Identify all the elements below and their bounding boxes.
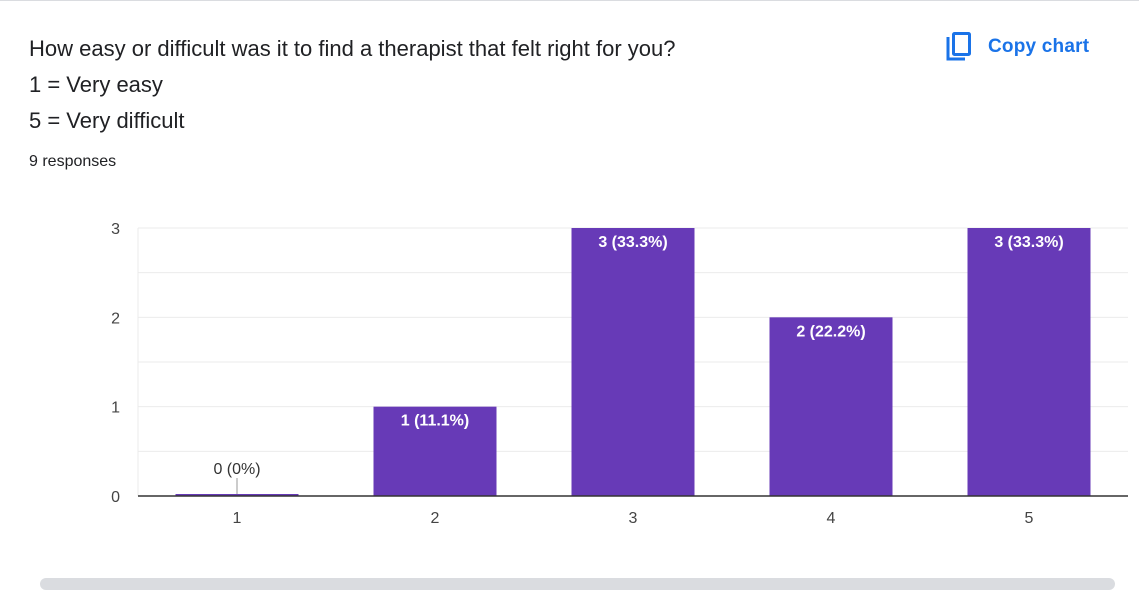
- x-tick-label: 2: [431, 510, 440, 527]
- x-tick-label: 3: [629, 510, 638, 527]
- scale-label-min: 1 = Very easy: [29, 72, 163, 97]
- bar: [571, 228, 695, 496]
- horizontal-scrollbar[interactable]: [40, 578, 1115, 590]
- copy-chart-button[interactable]: Copy chart: [944, 29, 1089, 65]
- question-title: How easy or difficult was it to find a t…: [29, 36, 676, 61]
- copy-icon: [944, 31, 974, 63]
- y-tick-label: 3: [111, 221, 120, 238]
- bar: [967, 228, 1091, 496]
- response-count: 9 responses: [29, 153, 117, 170]
- scale-label-max: 5 = Very difficult: [29, 108, 185, 133]
- bar: [373, 406, 497, 496]
- x-tick-label: 1: [233, 510, 242, 527]
- bar: [175, 494, 299, 496]
- copy-chart-label: Copy chart: [988, 36, 1090, 57]
- y-tick-label: 2: [111, 310, 120, 327]
- bar-chart: 0 1 2 3 0 (0%) 1 1 (11.1%) 2 3 (33.3%) 3 2 (22.2%)…: [111, 221, 1128, 527]
- bar: [769, 317, 893, 496]
- data-label: 2 (22.2%): [796, 323, 865, 340]
- data-label: 3 (33.3%): [994, 234, 1063, 251]
- data-label: 0 (0%): [213, 461, 260, 478]
- x-tick-label: 4: [827, 510, 836, 527]
- data-label: 3 (33.3%): [598, 234, 667, 251]
- y-tick-label: 1: [111, 400, 120, 417]
- x-tick-label: 5: [1025, 510, 1034, 527]
- data-label: 1 (11.1%): [401, 413, 469, 430]
- y-tick-label: 0: [111, 489, 120, 506]
